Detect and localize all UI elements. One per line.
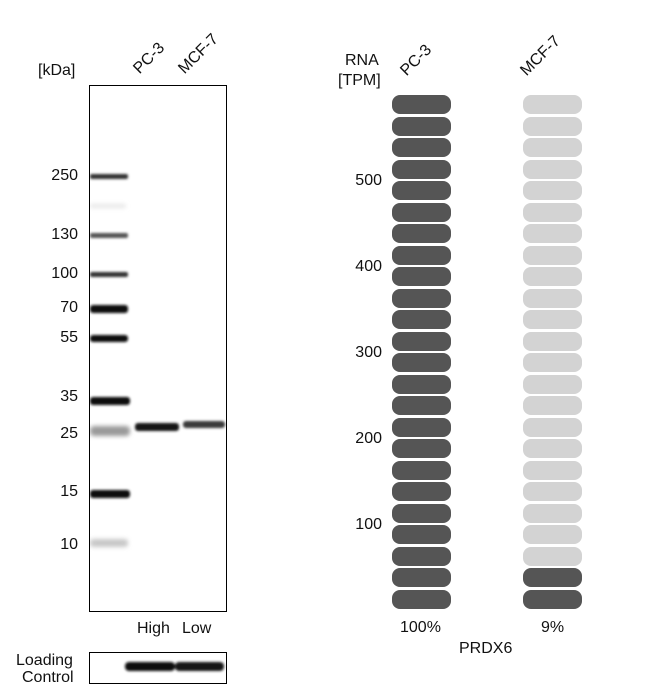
loading-control-label-line2: Control xyxy=(22,669,74,686)
rna-pill xyxy=(523,224,582,243)
blot-lane-label-mcf7: MCF-7 xyxy=(175,30,222,78)
rna-pill xyxy=(392,181,451,200)
rna-pill xyxy=(392,396,451,415)
marker-label: 15 xyxy=(60,483,78,500)
rna-percent-mcf7: 9% xyxy=(541,619,565,636)
marker-label: 100 xyxy=(51,265,78,282)
rna-pill xyxy=(392,95,451,114)
rna-pill xyxy=(392,331,451,351)
rna-pill xyxy=(392,374,451,394)
marker-label: 10 xyxy=(60,536,78,553)
rna-column-pc3 xyxy=(392,0,451,610)
rna-pill xyxy=(523,288,582,308)
rna-pill xyxy=(523,482,582,501)
rna-pill xyxy=(392,568,451,587)
rna-pill xyxy=(523,589,582,609)
rna-pill xyxy=(392,224,451,243)
rna-pill xyxy=(523,245,582,265)
tpm-tick: 300 xyxy=(355,344,382,361)
rna-percent-pc3: 100% xyxy=(400,619,441,636)
rna-pill xyxy=(392,546,451,566)
rna-pill xyxy=(392,589,451,609)
blot-lane-label-pc3: PC-3 xyxy=(130,39,169,78)
rna-pill xyxy=(523,503,582,523)
rna-pill xyxy=(523,417,582,437)
ladder-faint-bands xyxy=(90,204,130,547)
rna-pill xyxy=(392,503,451,523)
rna-pill xyxy=(523,546,582,566)
gene-name: PRDX6 xyxy=(459,640,513,657)
rna-pill xyxy=(523,525,582,544)
rna-pill xyxy=(392,288,451,308)
marker-label: 70 xyxy=(60,299,78,316)
kda-unit-label: [kDa] xyxy=(38,62,76,79)
rna-column-mcf7 xyxy=(523,0,582,610)
rna-pill xyxy=(523,568,582,587)
rna-pill xyxy=(392,159,451,179)
ladder-bands xyxy=(90,174,130,498)
rna-pill xyxy=(392,245,451,265)
rna-axis-label-line2: [TPM] xyxy=(338,72,381,89)
rna-pill xyxy=(392,116,451,136)
rna-pill xyxy=(523,374,582,394)
loading-control-image xyxy=(89,652,227,684)
rna-pill xyxy=(392,439,451,458)
rna-pill xyxy=(523,353,582,372)
tpm-tick: 400 xyxy=(355,258,382,275)
marker-label: 250 xyxy=(51,167,78,184)
rna-pill xyxy=(523,202,582,222)
rna-pill xyxy=(523,138,582,157)
tpm-tick: 500 xyxy=(355,172,382,189)
rna-pill xyxy=(523,439,582,458)
rna-pill xyxy=(392,460,451,480)
tpm-tick: 100 xyxy=(355,516,382,533)
rna-pill xyxy=(392,138,451,157)
marker-label: 130 xyxy=(51,226,78,243)
lane-level-high: High xyxy=(137,620,170,637)
rna-pill xyxy=(392,202,451,222)
blot-bands xyxy=(90,174,225,547)
rna-pill xyxy=(392,417,451,437)
marker-label: 35 xyxy=(60,388,78,405)
loading-control-label-line1: Loading xyxy=(16,652,73,669)
rna-pill xyxy=(523,267,582,286)
rna-pill xyxy=(392,310,451,329)
marker-label: 25 xyxy=(60,425,78,442)
rna-pill xyxy=(523,310,582,329)
tpm-tick: 200 xyxy=(355,430,382,447)
rna-pill xyxy=(392,267,451,286)
rna-axis-label-line1: RNA xyxy=(345,52,379,69)
sample-bands xyxy=(135,421,225,431)
rna-pill xyxy=(523,460,582,480)
rna-pill xyxy=(523,396,582,415)
rna-pill xyxy=(392,353,451,372)
loading-control-bands xyxy=(125,662,224,671)
rna-pill xyxy=(523,159,582,179)
lane-level-low: Low xyxy=(182,620,212,637)
rna-pill xyxy=(523,331,582,351)
western-blot-image xyxy=(89,85,227,612)
rna-pill xyxy=(523,95,582,114)
rna-pill xyxy=(392,482,451,501)
rna-pill xyxy=(523,116,582,136)
rna-pill xyxy=(392,525,451,544)
rna-pill xyxy=(523,181,582,200)
marker-label: 55 xyxy=(60,329,78,346)
